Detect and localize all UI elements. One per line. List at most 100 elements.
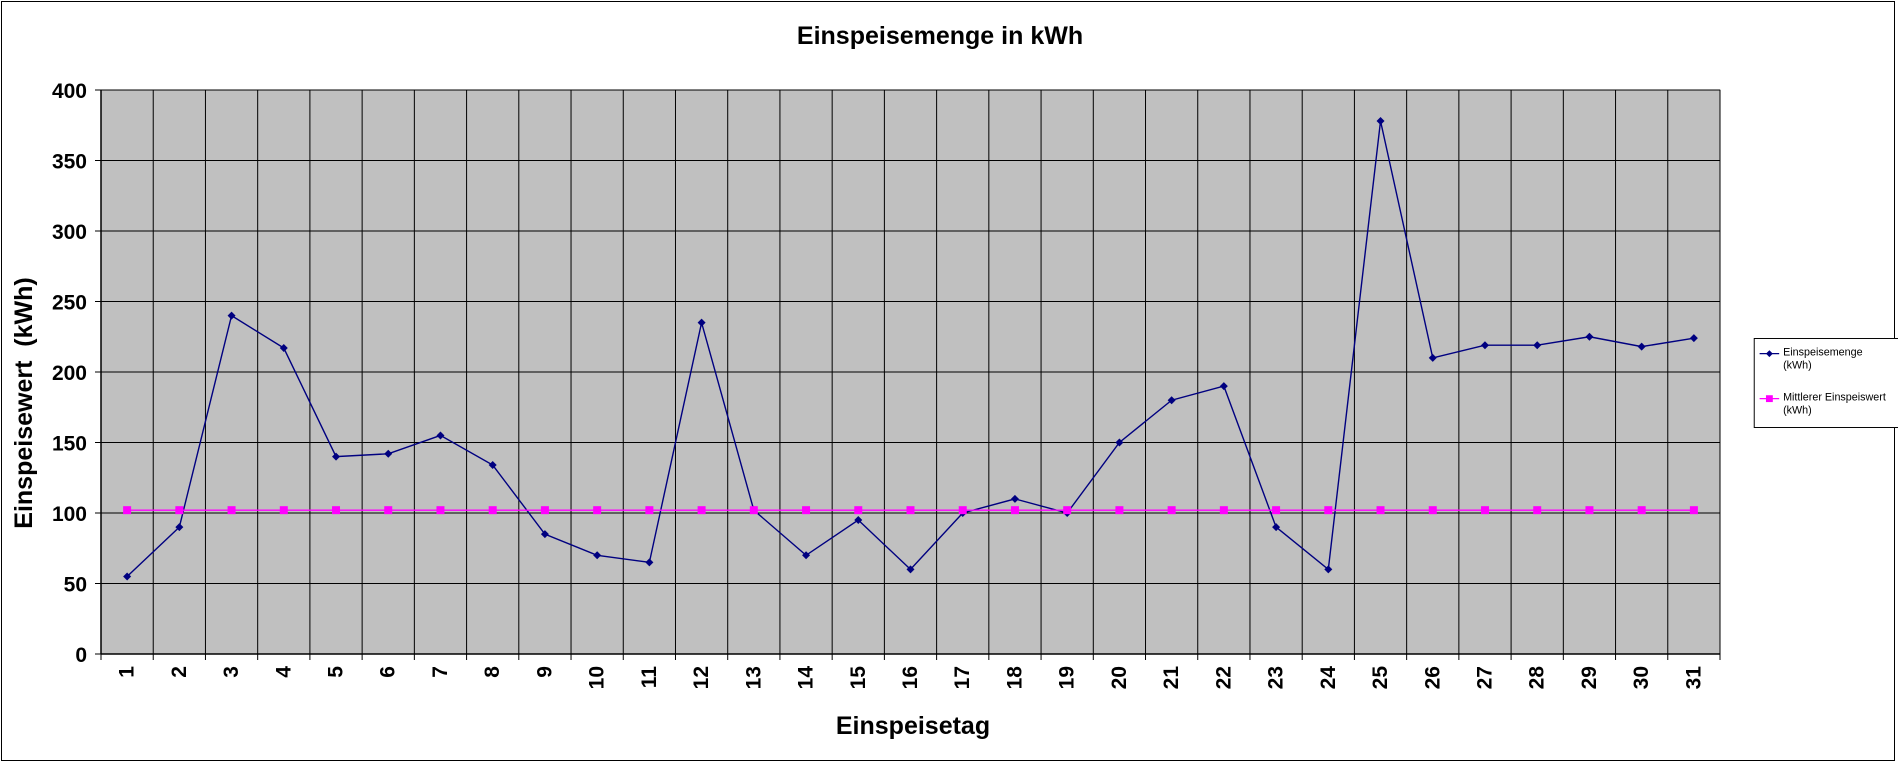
data-point — [488, 506, 497, 515]
data-point — [1219, 506, 1228, 515]
data-point — [697, 506, 706, 515]
data-point — [1376, 506, 1385, 515]
x-tick-label: 28 — [1526, 666, 1549, 690]
series-einspeisemenge — [123, 117, 1698, 581]
data-point — [854, 506, 863, 515]
x-tick-label: 3 — [220, 666, 243, 678]
x-tick-label: 2 — [168, 666, 191, 678]
y-tick-label: 400 — [52, 80, 87, 103]
x-tick-label: 15 — [847, 666, 870, 690]
data-point — [645, 506, 654, 515]
data-point — [1324, 506, 1333, 515]
x-tick-label: 5 — [325, 666, 348, 678]
data-point — [488, 461, 497, 470]
data-point — [1428, 353, 1437, 362]
data-point — [1376, 117, 1385, 126]
data-point — [1010, 506, 1019, 515]
x-tick-label: 21 — [1160, 666, 1183, 690]
data-point — [1689, 506, 1698, 515]
data-point — [279, 506, 288, 515]
data-point — [1533, 506, 1542, 515]
legend-label-line1: Einspeisemenge — [1783, 347, 1863, 359]
data-point — [123, 572, 132, 581]
x-tick-label: 26 — [1421, 666, 1444, 689]
data-point — [1063, 506, 1072, 515]
x-tick-label: 13 — [742, 666, 765, 689]
data-point — [175, 506, 184, 515]
x-tick-label: 30 — [1630, 666, 1653, 689]
x-tick-label: 12 — [690, 666, 713, 689]
data-point — [593, 506, 602, 515]
data-point — [1428, 506, 1437, 515]
data-point — [175, 523, 184, 532]
x-tick-label: 27 — [1473, 666, 1496, 689]
legend: Einspeisemenge (kWh) Mittlerer Einspeisw… — [1753, 338, 1898, 428]
data-point — [384, 506, 393, 515]
legend-label-line2: (kWh) — [1783, 359, 1812, 371]
data-point — [123, 506, 132, 515]
data-point — [279, 344, 288, 353]
x-tick-label: 19 — [1056, 666, 1079, 689]
data-point — [332, 506, 341, 515]
y-tick-label: 250 — [52, 292, 87, 315]
legend-label-line1: Mittlerer Einspeiswert — [1783, 392, 1886, 404]
data-point — [1637, 342, 1646, 351]
data-point — [645, 558, 654, 567]
x-tick-label: 6 — [377, 666, 400, 678]
data-point — [1637, 506, 1646, 515]
x-tick-label: 14 — [795, 666, 818, 690]
x-tick-label: 8 — [481, 666, 504, 678]
data-point — [1585, 506, 1594, 515]
data-point — [436, 506, 445, 515]
data-point — [1167, 506, 1176, 515]
data-point — [958, 506, 967, 515]
y-tick-label: 100 — [52, 503, 87, 526]
x-tick-label: 16 — [899, 666, 922, 689]
x-tick-label: 20 — [1108, 666, 1131, 689]
data-point — [227, 311, 236, 320]
data-point — [749, 506, 758, 515]
x-tick-label: 7 — [429, 666, 452, 678]
data-point — [1689, 334, 1698, 343]
data-point — [1115, 506, 1124, 515]
data-point — [802, 551, 811, 560]
y-tick-label: 50 — [64, 574, 87, 597]
data-point — [436, 431, 445, 440]
x-tick-label: 31 — [1682, 666, 1705, 690]
y-tick-label: 350 — [52, 151, 87, 174]
data-point — [1480, 506, 1489, 515]
data-point — [1480, 341, 1489, 350]
data-point — [1533, 341, 1542, 350]
legend-label-line2: (kWh) — [1783, 404, 1812, 416]
data-point — [227, 506, 236, 515]
x-tick-label: 10 — [586, 666, 609, 689]
data-point — [1167, 396, 1176, 405]
chart-title: Einspeisemenge in kWh — [796, 22, 1084, 50]
x-tick-label: 1 — [116, 666, 139, 678]
legend-marker-square — [1765, 395, 1773, 403]
data-point — [1272, 506, 1281, 515]
x-tick-label: 9 — [533, 666, 556, 678]
data-point — [593, 551, 602, 560]
x-tick-label: 25 — [1369, 666, 1392, 690]
series-mittlerer-einspeiswert — [123, 506, 1698, 515]
x-tick-label: 4 — [272, 666, 295, 678]
data-point — [697, 318, 706, 327]
data-point — [854, 516, 863, 525]
x-tick-label: 23 — [1265, 666, 1288, 689]
series-layer — [123, 117, 1698, 581]
x-tick-label: 24 — [1317, 666, 1340, 690]
x-tick-label: 11 — [638, 666, 661, 689]
y-tick-label: 0 — [75, 644, 87, 667]
data-point — [1219, 382, 1228, 391]
data-point — [1585, 332, 1594, 341]
data-point — [1010, 494, 1019, 503]
data-point — [1272, 523, 1281, 532]
data-point — [540, 530, 549, 539]
data-point — [906, 565, 915, 574]
legend-item-mittlerer-einspeiswert: Mittlerer Einspeiswert (kWh) — [1759, 392, 1886, 416]
data-point — [384, 449, 393, 458]
x-axis-label: Einspeisetag — [836, 712, 990, 740]
